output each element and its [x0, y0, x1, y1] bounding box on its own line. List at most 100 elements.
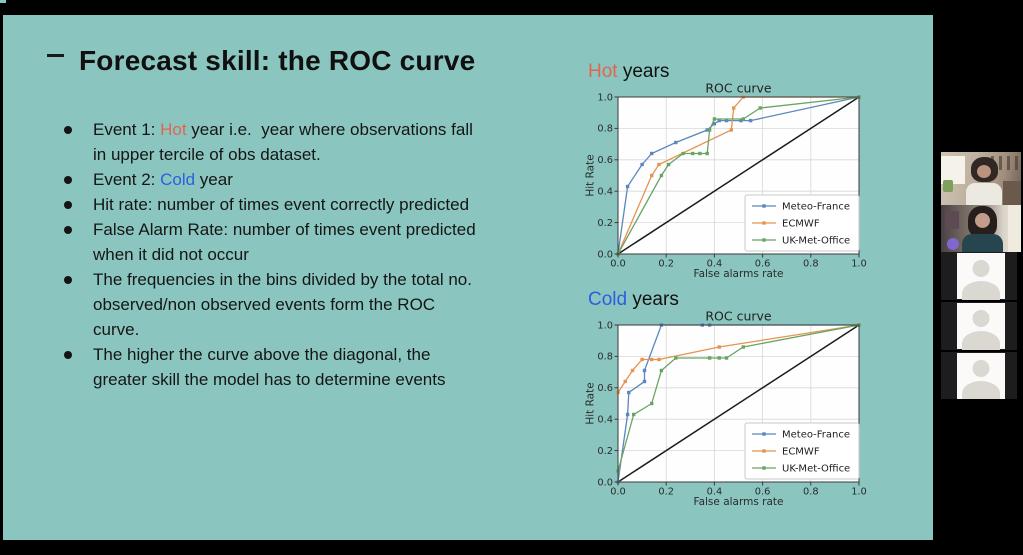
data-point-marker: [640, 162, 644, 167]
svg-text:0.6: 0.6: [597, 383, 613, 394]
data-point-marker: [717, 118, 721, 123]
legend-label: ECMWF: [782, 447, 820, 458]
bullet-text: False Alarm Rate: number of times event …: [93, 220, 476, 264]
data-point-marker: [729, 128, 733, 132]
svg-text:1.0: 1.0: [851, 259, 867, 270]
data-point-marker: [707, 128, 712, 132]
participant-avatar-tile[interactable]: [941, 352, 1017, 399]
bullet-text: The frequencies in the bins divided by t…: [93, 270, 472, 339]
presentation-slide: Forecast skill: the ROC curve Event 1: H…: [3, 15, 933, 540]
x-axis-label: False alarms rate: [694, 268, 784, 280]
person-top: [962, 234, 1003, 252]
data-point-marker: [724, 118, 729, 123]
data-point-marker: [698, 151, 702, 156]
avatar-shoulders-icon: [962, 381, 1000, 399]
y-axis-label: Hit Rate: [585, 154, 597, 196]
person-face: [977, 165, 991, 178]
bullet-item: Event 1: Hot year i.e. year where observ…: [60, 117, 520, 167]
svg-text:0.4: 0.4: [597, 187, 613, 198]
bullet-text: Event 1: Hot year i.e. year where observ…: [93, 120, 473, 164]
bullet-marker-icon: [64, 276, 72, 284]
no-skill-diagonal-line: [617, 324, 860, 483]
data-point-marker: [659, 368, 664, 373]
participants-panel: [941, 152, 1023, 400]
svg-text:0.8: 0.8: [597, 352, 613, 363]
data-point-marker: [650, 357, 654, 362]
data-point-marker: [748, 118, 753, 123]
data-point-marker: [642, 379, 647, 384]
data-point-marker: [705, 128, 709, 132]
svg-text:1.0: 1.0: [851, 487, 867, 498]
plot-border: [617, 324, 860, 483]
wall-picture: [945, 211, 959, 229]
svg-text:1.0: 1.0: [597, 92, 613, 103]
data-point-marker: [681, 151, 685, 156]
data-point-marker: [717, 345, 721, 349]
avatar-shoulders-icon: [962, 281, 1000, 300]
furniture: [1003, 181, 1021, 205]
wall-decor: [991, 156, 1019, 170]
bullet-marker-icon: [64, 351, 72, 359]
avatar-placeholder: [957, 353, 1005, 399]
chart-title: ROC curve: [705, 311, 772, 324]
svg-text:0.2: 0.2: [597, 446, 613, 457]
axis-ticks: 0.0 0.2 0.4 0.6 0.8 1.0 0.0 0.2 0.4 0.6 0.8 1.0: [597, 92, 866, 269]
data-point-marker: [657, 357, 661, 362]
axis-ticks: 0.0 0.2 0.4 0.6 0.8 1.0 0.0 0.2 0.4 0.6 0.8 1.0: [597, 320, 866, 497]
data-point-marker: [623, 379, 627, 384]
participant-avatar-tile[interactable]: [941, 252, 1017, 300]
participant-video-tile[interactable]: [941, 205, 1021, 252]
data-point-marker: [630, 368, 635, 373]
svg-text:0.4: 0.4: [597, 415, 613, 426]
roc-curve-plot-hot: 0.0 0.2 0.4 0.6 0.8 1.0 0.0 0.2 0.4 0.6 0.8 1.0 ROC …: [585, 83, 867, 280]
svg-text:0.8: 0.8: [803, 259, 819, 270]
purple-object: [947, 238, 959, 250]
data-point-marker: [691, 151, 695, 156]
bullet-item: Event 2: Cold year: [60, 167, 520, 192]
slide-edge-artifact: [0, 0, 6, 3]
svg-text:0.4: 0.4: [707, 487, 723, 498]
series-UK-Met-Office: [616, 323, 861, 473]
participant-avatar-tile[interactable]: [941, 302, 1017, 350]
svg-text:0.6: 0.6: [755, 259, 771, 270]
svg-text:0.8: 0.8: [597, 124, 613, 135]
no-skill-diagonal-line: [617, 96, 860, 255]
svg-text:1.0: 1.0: [597, 320, 613, 331]
data-point-marker: [739, 118, 743, 123]
slide-dash-decoration: [47, 54, 64, 57]
avatar-person-icon: [972, 360, 990, 377]
bullet-marker-icon: [64, 226, 72, 234]
data-point-marker: [674, 140, 678, 145]
bullet-text: The higher the curve above the diagonal,…: [93, 345, 446, 389]
slide-title: Forecast skill: the ROC curve: [79, 45, 476, 76]
x-axis-label: False alarms rate: [694, 496, 784, 508]
chart-label-hot-years: Hot years: [588, 61, 670, 82]
svg-text:0.0: 0.0: [597, 477, 613, 488]
legend-label: UK-Met-Office: [782, 464, 850, 475]
person-face: [975, 213, 990, 228]
data-point-marker: [741, 345, 745, 349]
data-point-marker: [650, 173, 654, 178]
avatar-person-icon: [972, 310, 990, 327]
bullet-text: Hit rate: number of times event correctl…: [93, 195, 470, 214]
data-point-marker: [627, 390, 631, 395]
series-UK-Met-Office: [616, 95, 861, 256]
svg-text:0.6: 0.6: [755, 487, 771, 498]
data-point-marker: [632, 412, 636, 417]
data-point-marker: [712, 117, 717, 121]
bullet-text: Event 2: Cold year: [93, 170, 233, 189]
legend-label: UK-Met-Office: [782, 236, 850, 247]
bullet-marker-icon: [64, 201, 72, 209]
svg-text:0.0: 0.0: [610, 487, 626, 498]
participant-video-tile[interactable]: [941, 152, 1021, 205]
svg-text:0.2: 0.2: [658, 259, 674, 270]
legend-label: Meteo-France: [782, 202, 850, 213]
hot-years-roc-chart: Hot years 0.0 0.2 0.4 0.6 0.8 1.0 0.0 0.2 0.4 0.6…: [585, 61, 869, 283]
svg-text:0.8: 0.8: [803, 487, 819, 498]
legend: Meteo-France ECMWF UK-Met-Office: [744, 422, 860, 480]
data-point-marker: [650, 401, 654, 406]
bullet-marker-icon: [64, 176, 72, 184]
bullet-item: Hit rate: number of times event correctl…: [60, 192, 520, 217]
data-point-marker: [642, 368, 647, 373]
